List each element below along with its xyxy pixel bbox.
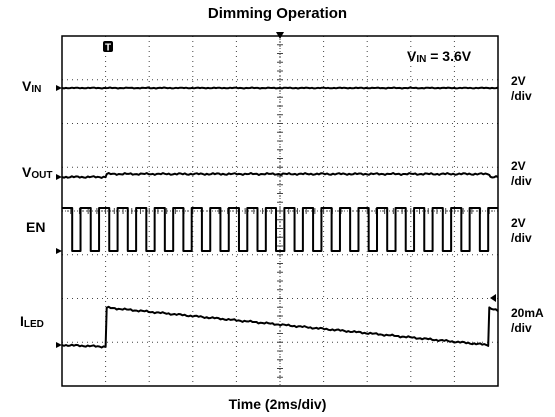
iled-channel-label: ILED bbox=[20, 313, 44, 330]
vout-scale-label: 2V/div bbox=[511, 159, 532, 188]
trigger-position-marker bbox=[276, 32, 284, 39]
trace-vout bbox=[61, 172, 499, 179]
chart-title: Dimming Operation bbox=[207, 5, 348, 22]
trace-vin bbox=[61, 86, 499, 90]
vin-scale-label: 2V/div bbox=[511, 74, 532, 103]
channel-reference-marker bbox=[56, 248, 62, 254]
vout-channel-label: VOUT bbox=[22, 164, 53, 181]
channel-reference-marker bbox=[56, 85, 62, 91]
vin-channel-label: VIN bbox=[22, 78, 42, 95]
channel-reference-marker bbox=[56, 342, 62, 348]
trigger-level-marker bbox=[490, 294, 496, 302]
en-scale-label: 2V/div bbox=[511, 216, 532, 245]
en-channel-label: EN bbox=[26, 219, 46, 235]
channel-reference-marker bbox=[56, 174, 62, 180]
trigger-marker-label: T bbox=[105, 43, 111, 54]
trigger-marker-box bbox=[103, 41, 113, 52]
x-axis-label: Time (2ms/div) bbox=[228, 396, 327, 412]
trace-iled bbox=[61, 305, 499, 349]
vin-annotation: VIN = 3.6V bbox=[407, 48, 472, 65]
iled-scale-label: 20mA/div bbox=[511, 306, 544, 335]
trace-en bbox=[62, 207, 498, 252]
